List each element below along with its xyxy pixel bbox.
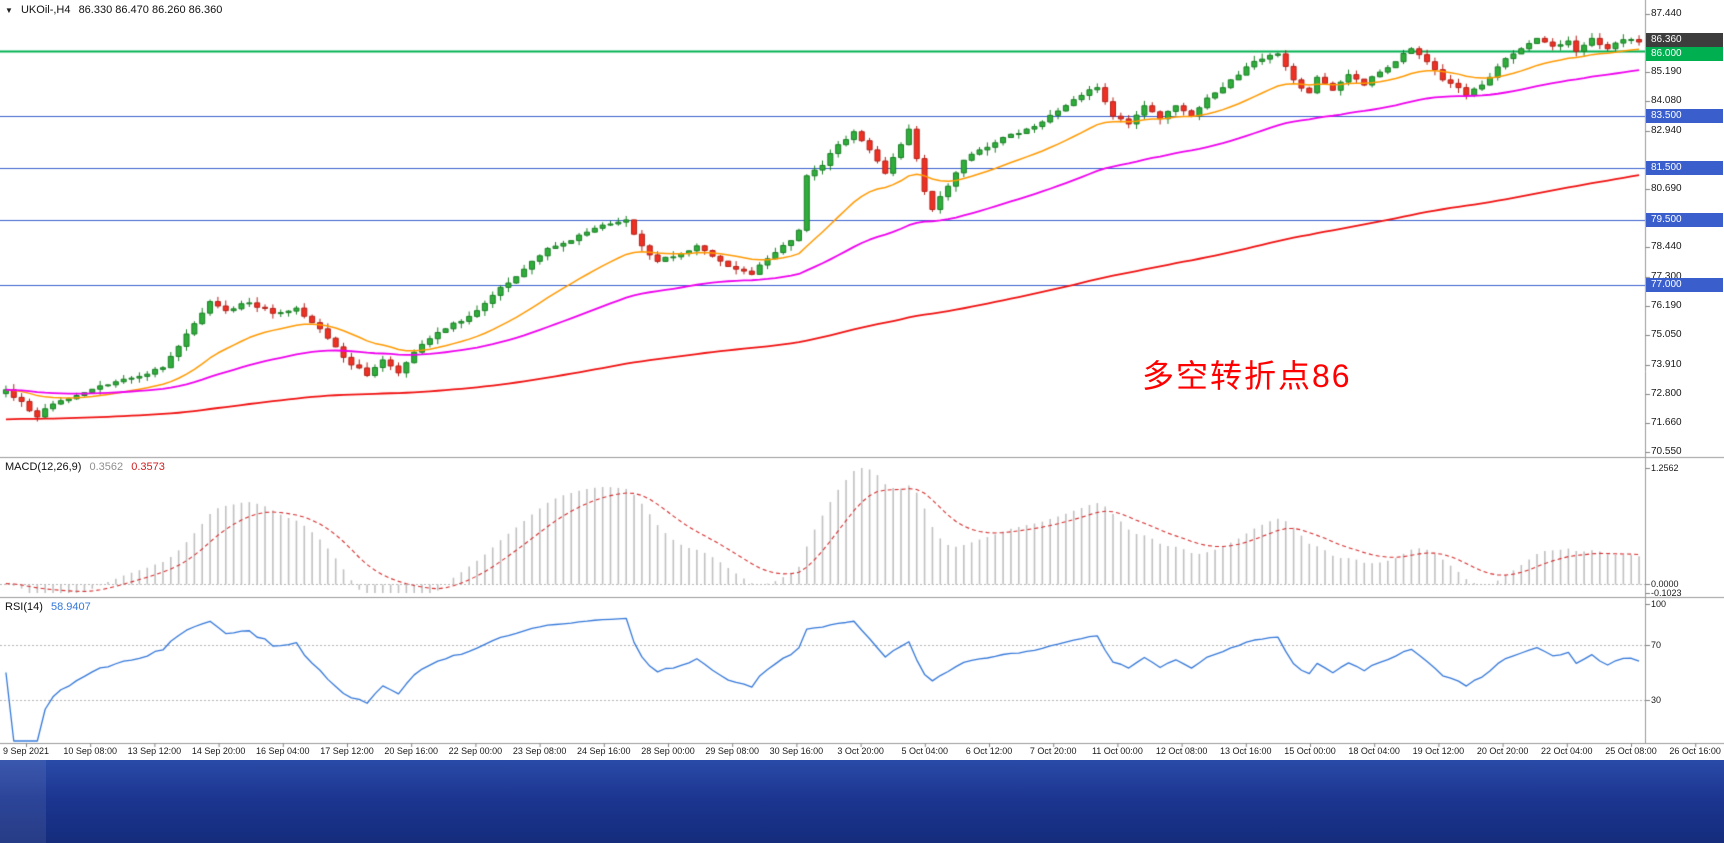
chart-annotation: 多空转折点86: [1142, 358, 1352, 394]
price-tick-label: 84.080: [1651, 95, 1682, 107]
rsi-value: 58.9407: [50, 601, 91, 613]
price-tick-label: 76.190: [1651, 299, 1682, 311]
macd-main-value: 0.3562: [89, 461, 124, 473]
time-label: 26 Oct 16:00: [1669, 746, 1721, 756]
price-tick-label: 78.440: [1651, 241, 1682, 253]
time-label: 13 Oct 16:00: [1220, 746, 1272, 756]
price-tick-label: 71.660: [1651, 417, 1682, 429]
macd-axis-label: 0.0000: [1651, 578, 1679, 589]
time-label: 16 Sep 04:00: [256, 746, 310, 756]
time-label: 24 Sep 16:00: [577, 746, 631, 756]
macd-title: MACD(12,26,9): [5, 461, 82, 473]
macd-axis-label: 1.2562: [1651, 463, 1679, 473]
time-label: 20 Oct 20:00: [1476, 746, 1529, 756]
time-label: 15 Oct 00:00: [1284, 746, 1336, 756]
time-label: 9 Sep 2021: [2, 746, 50, 756]
time-label: 6 Oct 12:00: [965, 746, 1013, 756]
time-label: 10 Sep 08:00: [63, 746, 117, 756]
time-label: 22 Oct 04:00: [1541, 746, 1593, 756]
price-tick-label: 85.190: [1651, 66, 1682, 78]
taskbar[interactable]: [0, 760, 1724, 843]
price-tag-86.360: 86.360: [1646, 33, 1723, 47]
rsi-axis-label: 100: [1651, 599, 1667, 609]
price-tick-label: 77.300: [1651, 270, 1682, 282]
time-label: 23 Sep 08:00: [512, 746, 567, 756]
price-tick-label: 70.550: [1651, 446, 1682, 457]
time-label: 12 Oct 08:00: [1155, 746, 1208, 756]
time-label: 19 Oct 12:00: [1412, 746, 1465, 756]
time-label: 17 Sep 12:00: [320, 746, 374, 756]
price-tag-86.000: 86.000: [1646, 47, 1723, 62]
time-label: 30 Sep 16:00: [769, 746, 824, 756]
rsi-title: RSI(14): [5, 601, 43, 613]
time-label: 28 Sep 00:00: [641, 746, 695, 756]
price-tick-label: 75.050: [1651, 329, 1682, 341]
rsi-axis-label: 30: [1651, 694, 1662, 705]
time-label: 13 Sep 12:00: [127, 746, 182, 756]
time-label: 7 Oct 20:00: [1029, 746, 1077, 756]
chart-header: ▼ UKOil-,H4 86.330 86.470 86.260 86.360: [5, 4, 227, 16]
time-label: 25 Oct 08:00: [1605, 746, 1657, 756]
macd-signal-value: 0.3573: [131, 461, 165, 473]
price-tag-77.000: 77.000: [1646, 277, 1723, 292]
price-tag-83.500: 83.500: [1646, 109, 1723, 124]
time-label: 11 Oct 00:00: [1091, 746, 1143, 756]
price-tick-label: 82.940: [1651, 124, 1682, 136]
time-label: 29 Sep 08:00: [705, 746, 759, 756]
time-label: 14 Sep 20:00: [191, 746, 246, 756]
price-tick-label: 80.690: [1651, 183, 1682, 195]
symbol-period-label: UKOil-,H4: [20, 4, 71, 16]
chart-canvas[interactable]: [0, 0, 1724, 759]
time-label: 3 Oct 20:00: [837, 746, 884, 756]
time-label: 18 Oct 04:00: [1348, 746, 1400, 756]
macd-header: MACD(12,26,9) 0.3562 0.3573: [5, 461, 170, 473]
time-label: 22 Sep 00:00: [448, 746, 503, 756]
time-label: 20 Sep 16:00: [384, 746, 438, 756]
taskbar-start-button[interactable]: [0, 760, 46, 843]
ohlc-values: 86.330 86.470 86.260 86.360: [78, 4, 223, 16]
rsi-header: RSI(14) 58.9407: [5, 601, 96, 613]
macd-axis-label: -0.1023: [1651, 588, 1682, 598]
price-tag-79.500: 79.500: [1646, 212, 1723, 227]
expander-icon[interactable]: ▼: [5, 6, 13, 15]
price-tick-label: 87.440: [1651, 8, 1682, 19]
price-tick-label: 73.910: [1651, 358, 1682, 370]
price-tag-81.500: 81.500: [1646, 161, 1723, 176]
time-label: 5 Oct 04:00: [901, 746, 949, 756]
rsi-axis-label: 70: [1651, 640, 1662, 651]
price-tick-label: 72.800: [1651, 387, 1682, 399]
